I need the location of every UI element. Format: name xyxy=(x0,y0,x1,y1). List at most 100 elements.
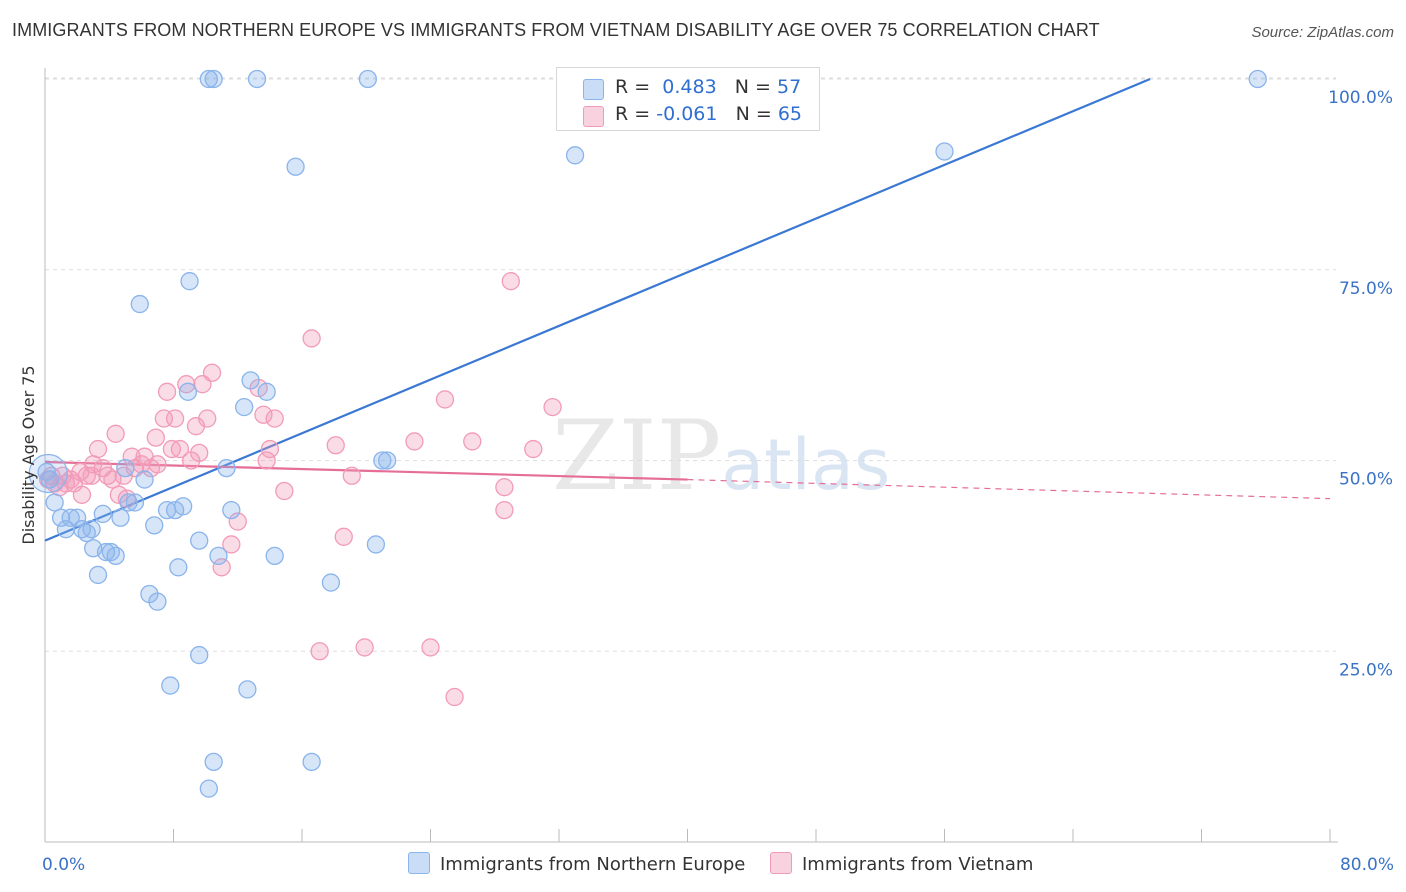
point-cluster-origin xyxy=(28,453,68,494)
point-vietnam xyxy=(77,466,96,485)
point-vietnam xyxy=(72,485,92,504)
point-vietnam xyxy=(88,439,108,459)
point-northern-europe xyxy=(88,565,108,585)
point-northern-europe xyxy=(190,645,209,665)
legend-stats-northern-europe: R = 0.483 N = 57 xyxy=(615,76,802,98)
point-northern-europe xyxy=(265,546,284,566)
point-vietnam xyxy=(463,432,482,451)
point-northern-europe xyxy=(82,520,101,539)
point-northern-europe xyxy=(235,397,254,417)
y-tick-label: 50.0% xyxy=(1339,470,1393,490)
point-northern-europe xyxy=(178,382,198,401)
point-vietnam xyxy=(190,443,209,463)
trend-line-northern-europe xyxy=(44,77,1151,542)
y-tick-label: 25.0% xyxy=(1339,660,1393,680)
point-northern-europe xyxy=(257,382,276,401)
point-northern-europe xyxy=(161,676,180,695)
point-northern-europe xyxy=(130,294,149,314)
point-northern-europe xyxy=(51,508,71,527)
point-vietnam xyxy=(310,642,329,661)
point-northern-europe xyxy=(56,520,76,539)
point-northern-europe xyxy=(119,493,138,512)
point-northern-europe xyxy=(377,451,397,470)
point-vietnam xyxy=(495,500,514,520)
trend-line-vietnam xyxy=(44,460,688,481)
bottom-legend-swatch-vietnam xyxy=(770,852,792,874)
chart-title: IMMIGRANTS FROM NORTHERN EUROPE VS IMMIG… xyxy=(12,20,1100,40)
watermark: ZIPatlas xyxy=(552,400,890,512)
point-northern-europe xyxy=(125,493,145,512)
point-northern-europe xyxy=(116,458,135,478)
point-vietnam xyxy=(106,424,125,443)
point-vietnam xyxy=(342,466,361,485)
point-vietnam xyxy=(148,455,167,474)
watermark-zip: ZIP xyxy=(552,400,722,512)
point-northern-europe xyxy=(169,558,188,577)
bottom-legend-label-vietnam: Immigrants from Vietnam xyxy=(802,854,1034,875)
point-northern-europe xyxy=(190,531,209,550)
point-vietnam xyxy=(228,512,247,531)
point-vietnam xyxy=(122,447,141,466)
point-vietnam xyxy=(103,470,122,489)
point-northern-europe xyxy=(321,573,341,592)
point-vietnam xyxy=(254,405,273,424)
point-northern-europe xyxy=(135,470,154,489)
point-northern-europe xyxy=(565,146,585,165)
point-vietnam xyxy=(177,375,196,394)
point-northern-europe xyxy=(935,142,954,161)
point-northern-europe xyxy=(180,272,199,291)
point-northern-europe xyxy=(241,371,260,390)
data-points xyxy=(28,69,1267,798)
legend-swatch-vietnam xyxy=(583,106,604,127)
axis-labels: 25.0% 50.0% 75.0% 100.0% 0.0% 80.0% Disability… xyxy=(19,88,1394,875)
point-vietnam xyxy=(421,638,440,657)
point-vietnam xyxy=(212,558,231,577)
point-northern-europe xyxy=(45,493,64,512)
legend-stats-vietnam: R = -0.061 N = 65 xyxy=(615,103,803,125)
point-northern-europe xyxy=(37,462,56,482)
y-tick-label: 75.0% xyxy=(1339,279,1393,299)
point-northern-europe xyxy=(366,535,386,554)
point-northern-europe xyxy=(67,508,87,527)
trend-line-vietnam-extrapolated xyxy=(687,478,1331,500)
point-vietnam xyxy=(405,432,424,451)
y-tick-label: 100.0% xyxy=(1328,88,1393,108)
point-northern-europe xyxy=(96,542,116,562)
point-northern-europe xyxy=(93,504,112,524)
point-vietnam xyxy=(146,428,165,447)
source-credit: Source: ZipAtlas.com xyxy=(1251,24,1394,41)
point-vietnam xyxy=(445,687,464,707)
point-vietnam xyxy=(302,329,321,348)
x-tick-label-min: 0.0% xyxy=(42,855,85,875)
point-northern-europe xyxy=(358,69,378,89)
y-axis-title: Disability Age Over 75 xyxy=(19,365,38,544)
gridlines xyxy=(45,77,1336,652)
point-northern-europe xyxy=(222,500,241,520)
point-vietnam xyxy=(257,451,276,470)
point-northern-europe xyxy=(238,680,257,699)
point-northern-europe xyxy=(247,69,267,89)
point-northern-europe xyxy=(61,508,80,527)
point-vietnam xyxy=(334,527,353,546)
point-vietnam xyxy=(198,409,217,428)
point-vietnam xyxy=(170,439,190,459)
watermark-atlas: atlas xyxy=(721,424,891,506)
point-vietnam xyxy=(202,363,222,382)
point-northern-europe xyxy=(111,508,130,527)
point-northern-europe xyxy=(286,157,305,176)
bottom-legend-northern-europe: Immigrants from Northern Europe xyxy=(408,852,745,875)
point-vietnam xyxy=(524,439,543,459)
bottom-legend-swatch-northern-europe xyxy=(408,852,430,874)
point-northern-europe xyxy=(106,546,125,566)
point-vietnam xyxy=(265,409,284,428)
trend-lines xyxy=(44,77,1331,542)
x-tick-label-max: 80.0% xyxy=(1340,855,1394,875)
point-vietnam xyxy=(326,436,345,455)
point-vietnam xyxy=(501,272,520,291)
point-northern-europe xyxy=(199,69,218,89)
point-northern-europe xyxy=(148,592,167,611)
correlation-legend: R = 0.483 N = 57 R = -0.061 N = 65 xyxy=(556,67,820,131)
point-northern-europe xyxy=(145,516,164,535)
point-northern-europe xyxy=(373,451,392,470)
